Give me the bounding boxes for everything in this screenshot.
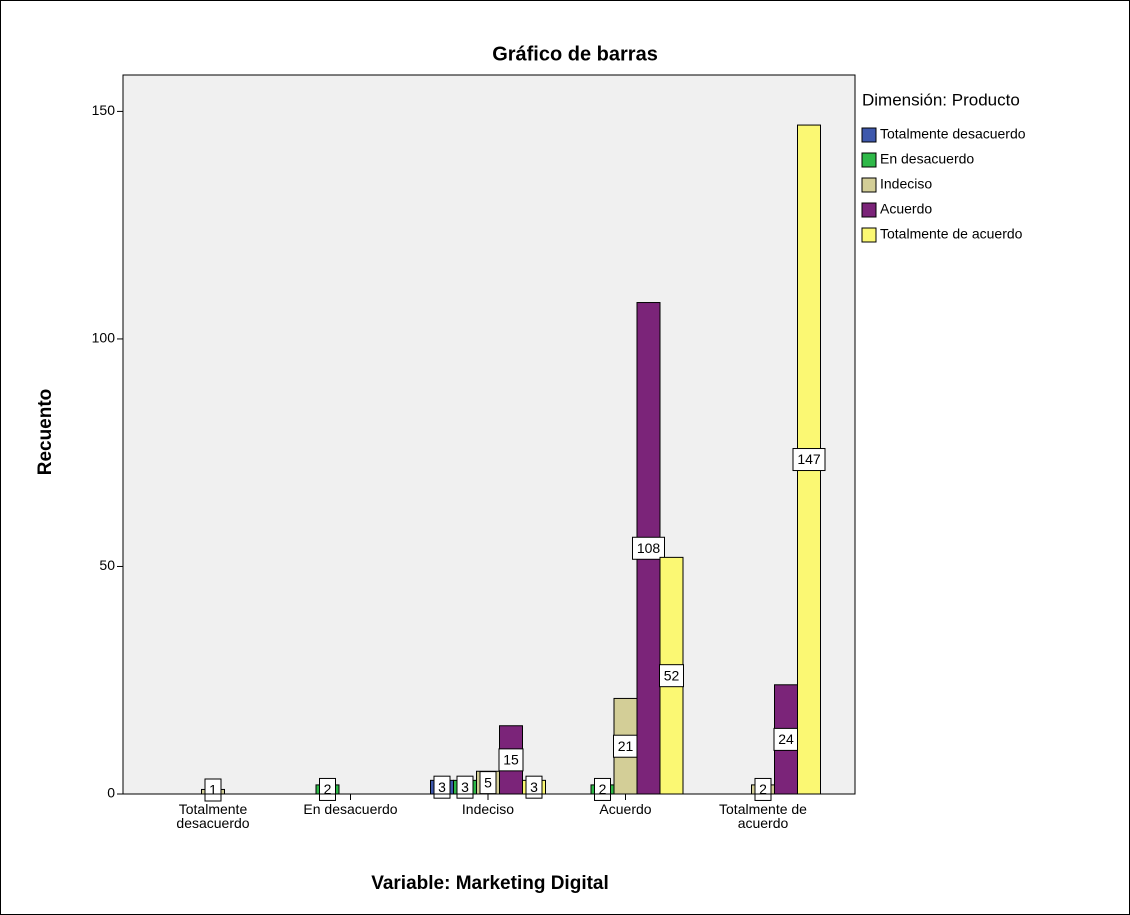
data-label: 21 xyxy=(618,738,634,754)
data-label: 5 xyxy=(484,774,492,790)
data-label: 108 xyxy=(637,540,661,556)
data-label: 3 xyxy=(530,779,538,795)
x-tick-label: En desacuerdo xyxy=(303,801,397,817)
data-label: 15 xyxy=(503,752,519,768)
legend-label: En desacuerdo xyxy=(880,151,974,167)
legend-swatch xyxy=(861,202,877,218)
legend-swatch xyxy=(861,177,877,193)
legend-label: Totalmente de acuerdo xyxy=(880,226,1023,242)
data-label-box xyxy=(433,775,451,799)
legend-title: Dimensión: Producto xyxy=(862,90,1020,109)
y-axis-title: Recuento xyxy=(35,389,56,476)
data-label-box xyxy=(319,777,336,801)
y-tick-label: 50 xyxy=(99,557,115,573)
data-label-box xyxy=(632,536,665,560)
legend-swatch xyxy=(861,227,877,243)
x-tick-label: Acuerdo xyxy=(599,801,651,817)
data-label: 52 xyxy=(664,667,680,683)
data-label: 147 xyxy=(797,451,821,467)
x-tick-label: Totalmente de acuerdo xyxy=(719,801,807,831)
data-label-box xyxy=(498,748,524,772)
legend-swatch xyxy=(861,152,877,168)
data-label: 2 xyxy=(324,781,332,797)
x-tick-label: Indeciso xyxy=(462,801,514,817)
data-label-box xyxy=(792,448,826,472)
data-label: 24 xyxy=(778,731,794,747)
data-label: 2 xyxy=(759,781,767,797)
data-label: 2 xyxy=(599,781,607,797)
x-axis-title: Variable: Marketing Digital xyxy=(371,873,609,894)
y-tick-label: 0 xyxy=(107,785,115,801)
chart-title: Gráfico de barras xyxy=(492,43,658,65)
data-label-box xyxy=(204,778,222,802)
x-tick-label: Totalmente desacuerdo xyxy=(176,801,249,831)
plot-area xyxy=(122,74,856,795)
legend-swatch xyxy=(861,127,877,143)
data-label-box xyxy=(659,664,684,688)
legend-label: Totalmente desacuerdo xyxy=(880,126,1026,142)
data-label-box xyxy=(594,777,611,801)
data-label: 3 xyxy=(461,779,469,795)
data-label-box xyxy=(456,775,474,799)
y-tick-label: 100 xyxy=(92,330,116,346)
data-label: 1 xyxy=(209,782,217,798)
legend-label: Indeciso xyxy=(880,176,932,192)
data-label-box xyxy=(525,775,543,799)
y-tick-label: 150 xyxy=(92,102,116,118)
legend-label: Acuerdo xyxy=(880,201,932,217)
data-label: 3 xyxy=(438,779,446,795)
data-label-box xyxy=(754,777,772,801)
